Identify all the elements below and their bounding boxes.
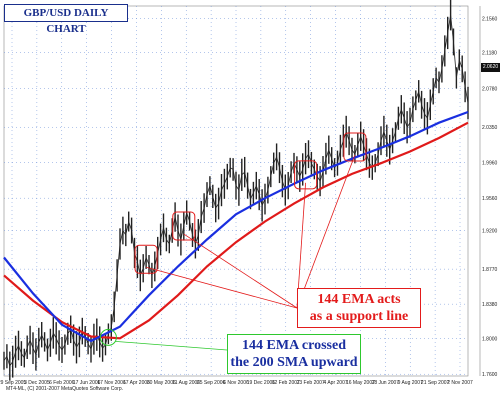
support-highlight-box	[172, 211, 196, 241]
y-tick-label: 1.8380	[482, 302, 498, 308]
current-price-marker: 2.0620	[481, 63, 500, 72]
y-tick-label: 1.8000	[482, 336, 498, 342]
support-pointer-line	[183, 233, 298, 309]
support-annotation-line-2: as a support line	[309, 309, 409, 324]
support-highlight-box	[343, 132, 367, 162]
x-tick-label: 3 Dec 2005	[24, 380, 50, 386]
y-tick-label: 1.9960	[482, 160, 498, 166]
x-tick-label: 11 Aug 2006	[172, 380, 200, 386]
x-tick-label: 25 Sep 2006	[197, 380, 226, 386]
chart-title: GBP/USD DAILY CHART	[4, 4, 128, 35]
x-tick-label: 23 Feb 2007	[297, 380, 325, 386]
x-tick-label: 17 Nov 2006	[97, 380, 126, 386]
y-tick-label: 2.0350	[482, 125, 498, 131]
cross-annotation-line-1: 144 EMA crossed	[242, 338, 346, 353]
cross-annotation: 144 EMA crossed the 200 SMA upward	[227, 334, 361, 374]
support-highlight-box	[294, 160, 318, 190]
support-pointer-line	[296, 182, 306, 309]
series-layer	[3, 0, 469, 381]
y-tick-label: 2.1560	[482, 17, 498, 23]
copyright-text: MT4-ML, (C) 2001-2007 MetaQuotes Softwar…	[6, 386, 123, 392]
y-tick-label: 1.9200	[482, 229, 498, 235]
x-tick-label: 4 Apr 2007	[323, 380, 347, 386]
cross-annotation-line-2: the 200 SMA upward	[230, 355, 358, 370]
x-tick-label: 30 May 2006	[147, 380, 176, 386]
highlight-layer	[99, 132, 367, 351]
support-highlight-box	[134, 244, 158, 274]
x-tick-label: 29 Sep 2005	[0, 380, 26, 386]
cross-pointer-line	[115, 340, 228, 351]
support-pointer-line	[145, 266, 298, 309]
sma200-line	[3, 121, 469, 340]
y-tick-label: 1.7600	[482, 372, 498, 378]
y-tick-label: 1.8770	[482, 267, 498, 273]
x-tick-label: 17 Apr 2006	[123, 380, 150, 386]
support-annotation-line-1: 144 EMA acts	[317, 292, 401, 307]
x-tick-label: 17 Jun 2006	[73, 380, 101, 386]
x-tick-label: 21 Sep 2007	[421, 380, 450, 386]
x-tick-label: 19 Dec 2006	[247, 380, 276, 386]
x-tick-label: 28 Jun 2007	[372, 380, 400, 386]
x-tick-label: 6 Feb 2006	[49, 380, 75, 386]
y-tick-label: 1.9560	[482, 196, 498, 202]
cross-highlight-circle	[99, 328, 117, 346]
y-tick-label: 2.1180	[482, 51, 497, 57]
y-tick-label: 2.0780	[482, 87, 498, 93]
support-pointer-line	[296, 154, 356, 309]
x-tick-label: 9 Aug 2007	[398, 380, 424, 386]
support-annotation: 144 EMA acts as a support line	[297, 288, 421, 328]
x-tick-label: 12 Feb 2007	[272, 380, 300, 386]
x-tick-label: 16 May 2007	[346, 380, 375, 386]
x-tick-label: 2 Nov 2007	[447, 380, 473, 386]
x-tick-label: 6 Nov 2006	[223, 380, 249, 386]
ema144-line	[3, 110, 469, 343]
